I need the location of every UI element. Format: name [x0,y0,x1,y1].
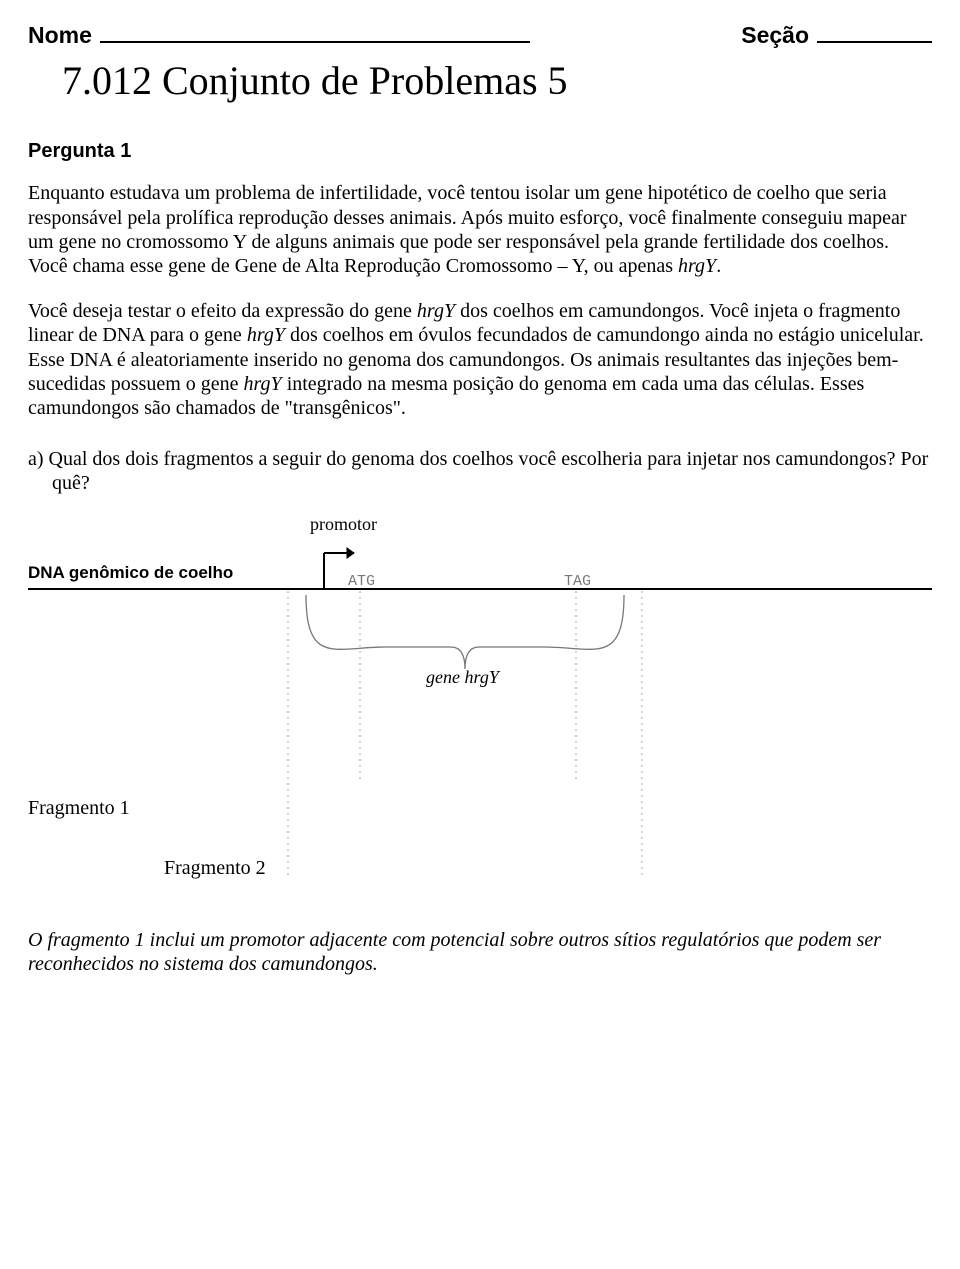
name-label: Nome [28,22,92,49]
section-blank-line[interactable] [817,18,932,43]
name-field: Nome [28,18,530,49]
diagram-svg [28,537,932,907]
question-a: a) Qual dos dois fragmentos a seguir do … [28,447,932,496]
atg-codon: ATG [348,573,375,590]
para2-a: Você deseja testar o efeito da expressão… [28,300,417,322]
gene-diagram: promotor DNA genômico de coelho ATG TAG … [28,514,932,912]
tag-codon: TAG [564,573,591,590]
diagram-svg-holder: DNA genômico de coelho ATG TAG gene hrgY… [28,537,932,912]
paragraph-2: Você deseja testar o efeito da expressão… [28,299,932,421]
fragment-1-label: Fragmento 1 [28,797,130,820]
para1-post: . [716,255,721,277]
fragment-2-label: Fragmento 2 [164,857,266,880]
gene-hrgy-label: gene hrgY [426,667,499,688]
name-blank-line[interactable] [100,18,530,43]
paragraph-1: Enquanto estudava um problema de inferti… [28,181,932,279]
section-field: Seção [741,18,932,49]
promoter-label: promotor [310,514,932,535]
footer-note: O fragmento 1 inclui um promotor adjacen… [28,928,932,977]
worksheet-header: Nome Seção [28,18,932,49]
question-heading: Pergunta 1 [28,140,932,163]
genomic-dna-label: DNA genômico de coelho [28,563,233,583]
section-label: Seção [741,22,809,49]
page-title: 7.012 Conjunto de Problemas 5 [62,57,932,104]
para2-f: hrgY [244,373,282,395]
para1-gene-name: hrgY [678,255,716,277]
para1-text: Enquanto estudava um problema de inferti… [28,182,907,277]
para2-d: hrgY [247,324,285,346]
para2-b: hrgY [417,300,455,322]
